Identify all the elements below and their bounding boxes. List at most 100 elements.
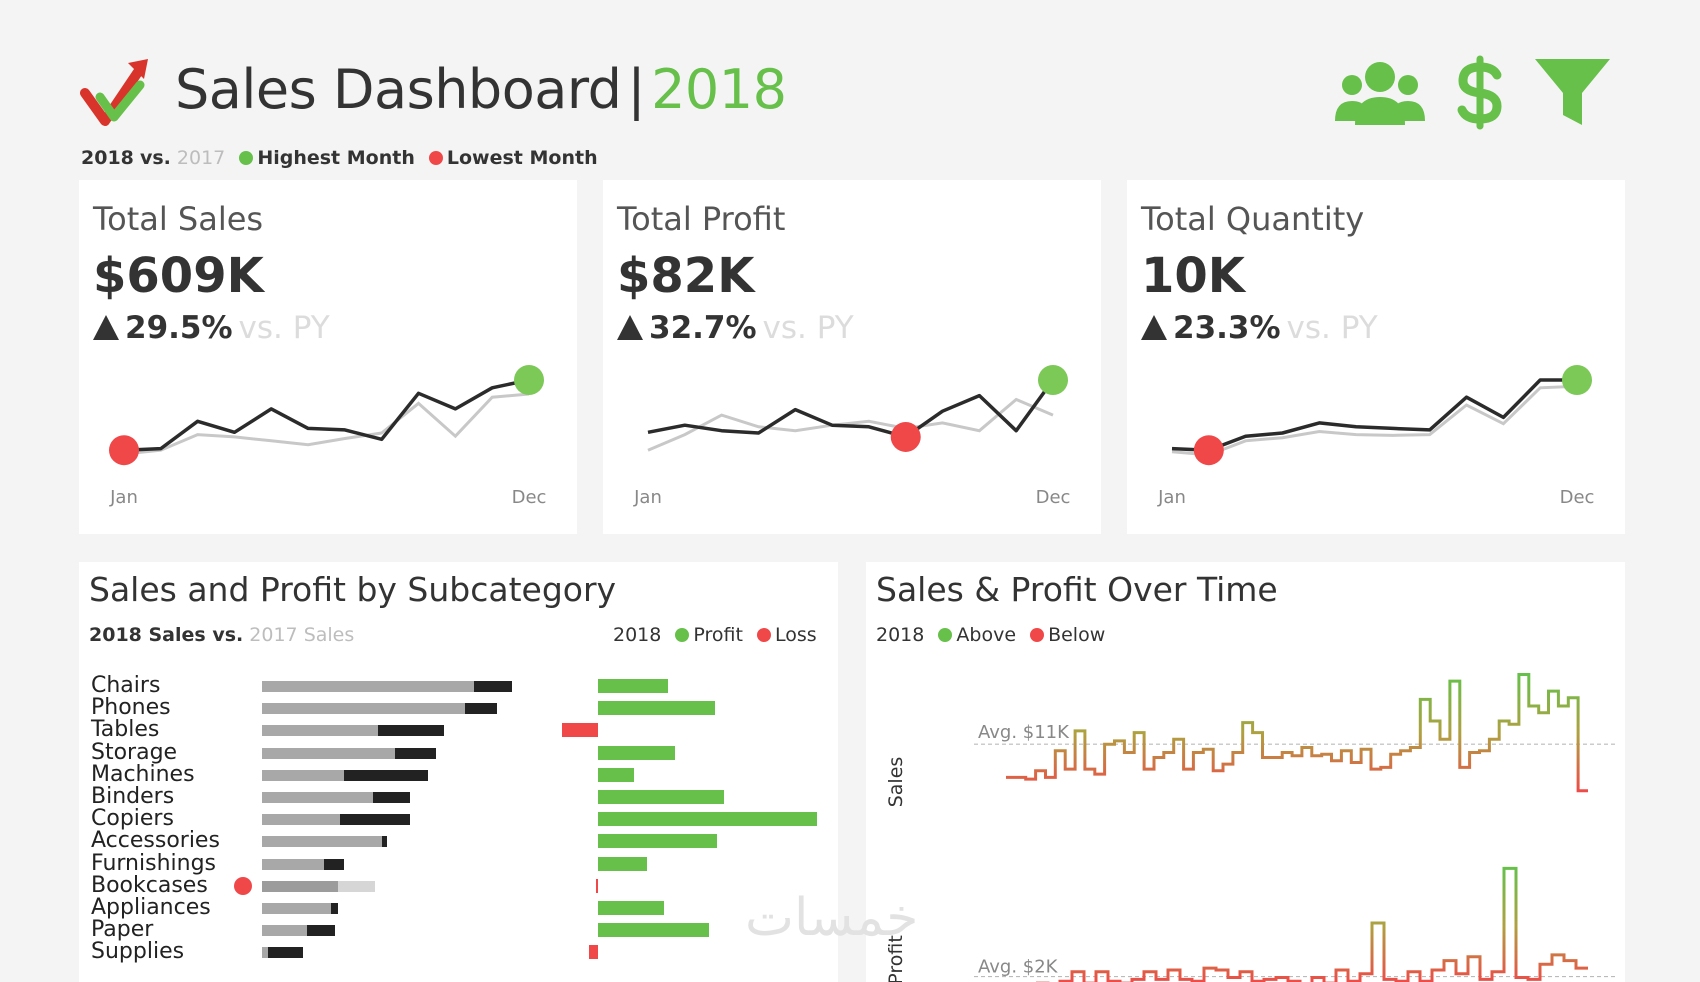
profit-bar[interactable] bbox=[598, 745, 675, 760]
legend-highest: Highest Month bbox=[257, 147, 415, 169]
sparkline-previous-line bbox=[123, 392, 530, 456]
checkmark-arrow-logo bbox=[80, 59, 148, 126]
highest-month-marker[interactable] bbox=[1038, 365, 1068, 395]
sales-2017-bar[interactable] bbox=[262, 836, 382, 848]
sparkline-profit: Jan Dec bbox=[633, 365, 1071, 508]
lowest-month-marker[interactable] bbox=[1193, 435, 1224, 466]
kpi-title: Total Quantity bbox=[1141, 200, 1365, 238]
axis-end-label: Dec bbox=[1560, 487, 1595, 508]
legend-current-year: 2018 bbox=[81, 147, 134, 169]
sales-2018-bar[interactable] bbox=[262, 880, 338, 892]
loss-bar[interactable] bbox=[595, 878, 598, 893]
kpi-vs-label: vs. PY bbox=[1286, 310, 1378, 346]
page-title: Sales Dashboard | 2018 bbox=[175, 58, 787, 121]
sales-2017-bar[interactable] bbox=[262, 903, 331, 914]
profit-step-line[interactable] bbox=[1036, 866, 1588, 982]
people-icon[interactable] bbox=[1335, 55, 1425, 130]
legend-lowest: Lowest Month bbox=[446, 147, 598, 169]
sales-average-label: Avg. $11K bbox=[978, 722, 1070, 743]
profit-bar[interactable] bbox=[598, 901, 665, 915]
subcategory-label: Storage bbox=[91, 739, 178, 765]
kpi-value: $82K bbox=[617, 248, 755, 304]
kpi-vs-label: vs. PY bbox=[238, 310, 330, 346]
legend-sales-previous: 2017 Sales bbox=[249, 624, 355, 646]
kpi-card-profit: Total Profit $82K 32.7% vs. PY Jan Dec bbox=[603, 180, 1101, 534]
subcategory-label: Chairs bbox=[91, 673, 161, 698]
kpi-change: 29.5% vs. PY bbox=[93, 310, 330, 346]
kpi-title: Total Profit bbox=[617, 200, 786, 238]
title-year: 2018 bbox=[651, 58, 787, 121]
sales-2017-bar[interactable] bbox=[262, 947, 268, 959]
kpi-title: Total Sales bbox=[93, 200, 264, 238]
subcategory-label: Bookcases bbox=[91, 872, 208, 898]
kpi-change: 23.3% vs. PY bbox=[1141, 310, 1378, 346]
loss-dot-icon bbox=[757, 628, 772, 642]
kpi-value: 10K bbox=[1141, 248, 1245, 304]
legend-sales-current: 2018 Sales vs. bbox=[89, 624, 244, 646]
subcategory-label: Appliances bbox=[91, 895, 211, 920]
profit-bar[interactable] bbox=[598, 923, 709, 938]
subcategory-label: Tables bbox=[91, 717, 160, 743]
watermark: خمسات bbox=[745, 888, 919, 948]
filter-icon[interactable] bbox=[1535, 55, 1610, 130]
sparkline-quantity: Jan Dec bbox=[1157, 365, 1595, 508]
sales-2017-bar[interactable] bbox=[262, 858, 324, 870]
sales-2017-bar[interactable] bbox=[262, 747, 395, 759]
sales-legend: 2018 Sales vs. 2017 Sales bbox=[89, 624, 354, 646]
highest-dot-icon bbox=[239, 151, 254, 165]
axis-end-label: Dec bbox=[1036, 487, 1071, 508]
highest-month-marker[interactable] bbox=[514, 365, 544, 395]
kpi-change-value: 32.7% bbox=[649, 310, 757, 346]
sparkline-sales: Jan Dec bbox=[109, 365, 547, 508]
profit-bar[interactable] bbox=[598, 679, 669, 693]
kpi-change-value: 29.5% bbox=[125, 310, 233, 346]
sparkline-current-line bbox=[123, 378, 530, 452]
sales-2017-bar[interactable] bbox=[262, 814, 340, 826]
profit-bar[interactable] bbox=[598, 790, 724, 804]
sales-2017-bar[interactable] bbox=[262, 792, 373, 803]
profit-average-label: Avg. $2K bbox=[978, 957, 1059, 978]
sales-2017-bar[interactable] bbox=[262, 925, 307, 937]
legend-time-year: 2018 bbox=[876, 624, 925, 646]
sales-2018-bar[interactable] bbox=[262, 947, 303, 959]
subcategory-label: Supplies bbox=[91, 939, 185, 965]
lowest-month-marker[interactable] bbox=[109, 435, 139, 466]
sales-2017-bar[interactable] bbox=[262, 769, 344, 781]
sparkline-previous-line bbox=[647, 397, 1054, 452]
panel-title: Sales & Profit Over Time bbox=[876, 570, 1278, 609]
sales-axis-label: Sales bbox=[885, 757, 907, 808]
profit-bar[interactable] bbox=[598, 834, 718, 849]
sales-2017-bar[interactable] bbox=[262, 681, 474, 692]
kpi-vs-label: vs. PY bbox=[762, 310, 854, 346]
profit-bar[interactable] bbox=[598, 856, 647, 871]
legend-profit: Profit bbox=[693, 624, 743, 646]
axis-start-label: Jan bbox=[1157, 487, 1186, 508]
sparkline-current-line bbox=[1171, 378, 1577, 452]
sales-2017-bar[interactable] bbox=[262, 703, 465, 715]
profit-dot-icon bbox=[675, 628, 690, 642]
profit-legend: 2018 Profit Loss bbox=[613, 624, 817, 646]
loss-bar[interactable] bbox=[561, 723, 598, 738]
profit-bar[interactable] bbox=[598, 812, 818, 827]
subcategory-label: Machines bbox=[91, 761, 195, 787]
profit-bar[interactable] bbox=[598, 701, 716, 716]
sparkline-current-line bbox=[647, 378, 1055, 439]
profit-bar[interactable] bbox=[598, 767, 635, 782]
up-triangle-icon bbox=[617, 315, 643, 340]
axis-end-label: Dec bbox=[512, 487, 547, 508]
legend-above: Above bbox=[956, 624, 1017, 646]
lowest-month-marker[interactable] bbox=[890, 421, 921, 452]
loss-bar[interactable] bbox=[589, 945, 598, 960]
legend-vs: vs. bbox=[139, 147, 171, 169]
legend-loss: Loss bbox=[775, 624, 817, 646]
sales-2018-bar[interactable] bbox=[262, 769, 428, 781]
up-triangle-icon bbox=[93, 315, 119, 340]
sales-2017-bar[interactable] bbox=[262, 725, 378, 737]
sales-step-line[interactable] bbox=[1006, 673, 1588, 793]
subcategory-label: Furnishings bbox=[91, 850, 216, 876]
subcategory-panel: Sales and Profit by Subcategory 2018 Sal… bbox=[79, 562, 838, 982]
highest-month-marker[interactable] bbox=[1562, 365, 1592, 395]
dollar-icon[interactable] bbox=[1455, 55, 1505, 130]
lowest-dot-icon bbox=[428, 151, 443, 165]
